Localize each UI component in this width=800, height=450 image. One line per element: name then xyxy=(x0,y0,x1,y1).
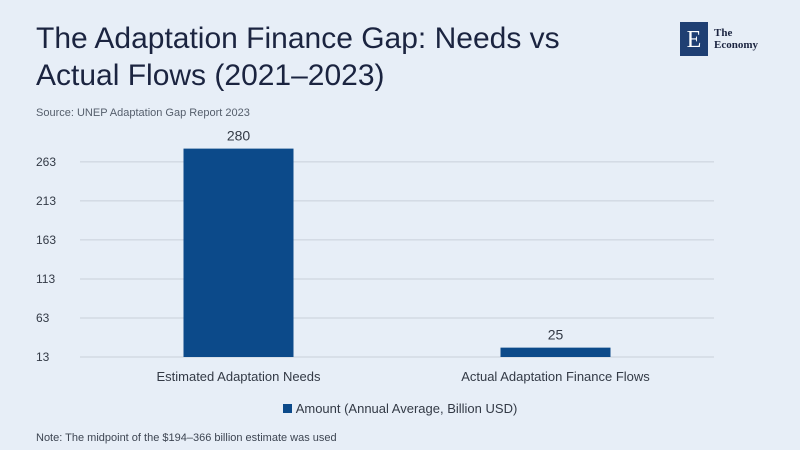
data-label: 25 xyxy=(548,327,564,343)
legend-label: Amount (Annual Average, Billion USD) xyxy=(296,401,518,416)
y-tick-label: 113 xyxy=(36,272,55,286)
y-tick-label: 163 xyxy=(36,233,56,247)
footnote: Note: The midpoint of the $194–366 billi… xyxy=(36,432,337,444)
data-label: 280 xyxy=(227,128,251,144)
x-tick-label: Estimated Adaptation Needs xyxy=(156,369,321,384)
bar xyxy=(184,149,294,357)
y-axis-ticks: 13 63 113 163 213 263 xyxy=(36,155,56,364)
gridlines xyxy=(80,162,714,357)
y-tick-label: 213 xyxy=(36,194,56,208)
legend: Amount (Annual Average, Billion USD) xyxy=(0,401,800,416)
legend-swatch xyxy=(283,404,292,413)
y-tick-label: 263 xyxy=(36,155,56,169)
x-axis-ticks: Estimated Adaptation Needs Actual Adaptat… xyxy=(156,369,650,384)
bars xyxy=(184,149,611,357)
bar xyxy=(501,348,611,357)
x-tick-label: Actual Adaptation Finance Flows xyxy=(461,369,650,384)
y-tick-label: 63 xyxy=(36,311,50,325)
y-tick-label: 13 xyxy=(36,350,50,364)
bar-chart: 13 63 113 163 213 263 280 25 Estimated Adaptat… xyxy=(0,0,800,450)
